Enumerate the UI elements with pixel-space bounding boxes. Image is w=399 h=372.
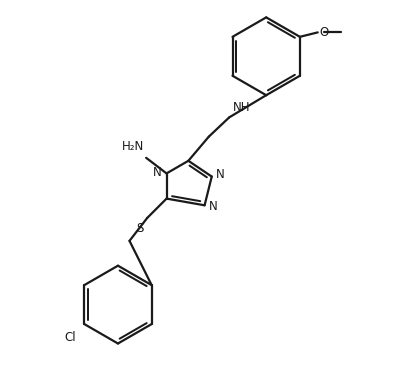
Text: N: N [153,166,162,179]
Text: Cl: Cl [65,331,76,344]
Text: H₂N: H₂N [122,140,144,153]
Text: O: O [319,26,328,39]
Text: N: N [216,168,225,181]
Text: NH: NH [233,101,250,114]
Text: S: S [136,222,144,235]
Text: N: N [209,199,218,212]
